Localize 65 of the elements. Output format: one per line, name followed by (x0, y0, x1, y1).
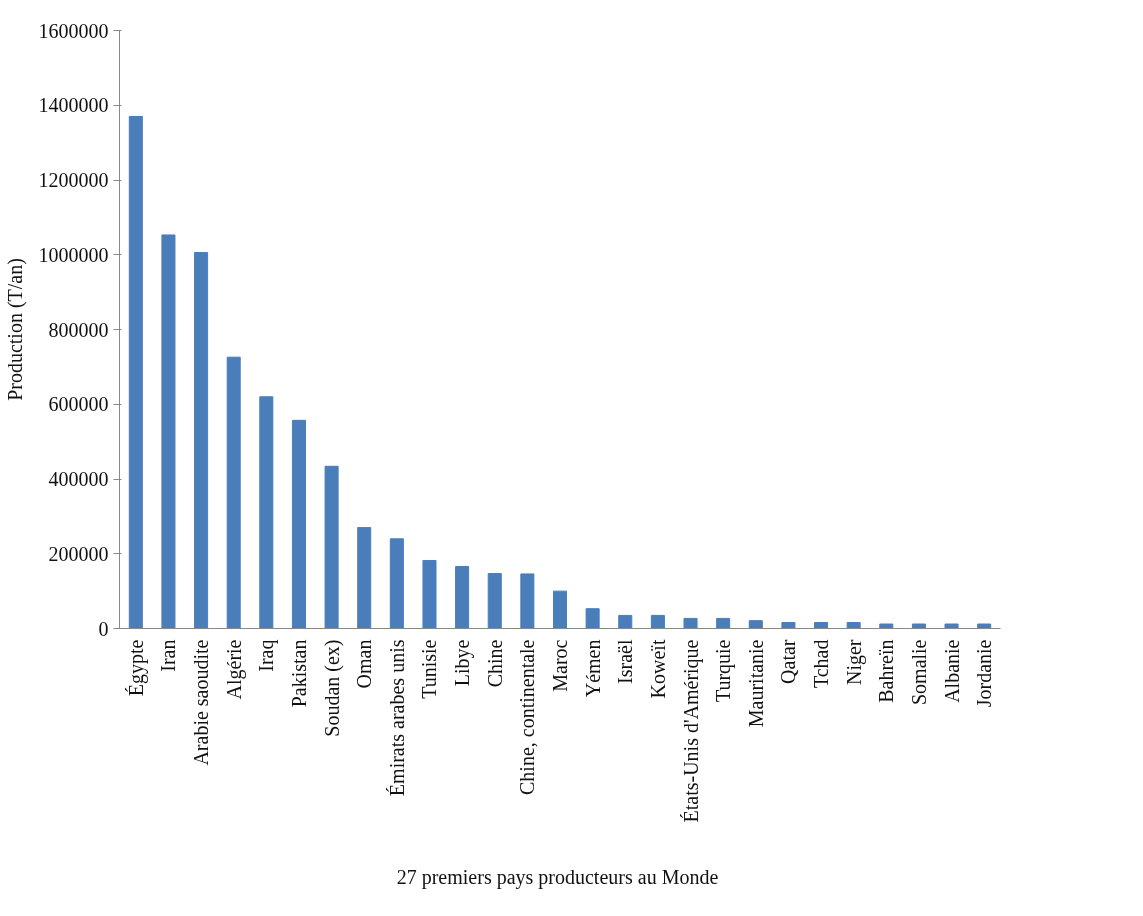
x-tick-label: Israël (614, 639, 637, 684)
x-tick-label: Soudan (ex) (320, 639, 344, 737)
x-tick-label: Mauritanie (744, 639, 767, 728)
bar (977, 623, 992, 629)
x-tick-label: Libye (451, 639, 475, 687)
bar (226, 356, 241, 629)
bar (259, 396, 274, 629)
y-tick-label: 0 (98, 617, 109, 640)
bar (879, 623, 894, 629)
y-axis-title: Production (T/an) (3, 258, 27, 401)
x-tick-label: Qatar (777, 639, 800, 684)
x-tick-label: Tunisie (418, 639, 441, 699)
x-tick-label: Maroc (549, 639, 571, 692)
x-tick-label: Somalie (907, 639, 930, 706)
x-tick-label: Iraq (255, 639, 279, 672)
x-tick-label: Niger (842, 639, 866, 686)
bar (552, 590, 568, 629)
y-tick-label: 1000000 (38, 243, 109, 266)
x-tick-label: Algérie (222, 639, 246, 700)
bar (161, 234, 176, 629)
x-tick-label: Jordanie (973, 639, 996, 708)
x-tick-label: Pakistan (287, 639, 310, 708)
x-tick-label: Oman (353, 639, 376, 689)
x-tick-label: Iran (157, 639, 180, 672)
bar (585, 608, 600, 629)
x-tick-label: Égypte (124, 639, 148, 697)
bar (291, 419, 306, 629)
y-tick-label: 1200000 (38, 169, 109, 191)
x-tick-label: Arabie saoudite (190, 639, 213, 766)
bar (389, 538, 404, 629)
bar (487, 573, 502, 629)
x-tick-label: États-Unis d'Amérique (679, 639, 703, 823)
x-tick-label: Turquie (712, 639, 736, 703)
bar (618, 614, 633, 629)
x-axis-title: 27 premiers pays producteurs au Monde (396, 865, 719, 889)
x-tick-label: Albanie (940, 639, 963, 703)
bar (357, 527, 372, 629)
bar (683, 617, 698, 629)
y-tick-label: 200000 (48, 542, 109, 565)
bar (520, 573, 535, 629)
x-tick-label: Chine, continentale (516, 639, 539, 796)
x-tick-label: Chine (483, 639, 506, 688)
y-tick-label: 1400000 (38, 94, 109, 117)
bar (846, 622, 861, 629)
x-tick-label: Bahreïn (875, 639, 898, 703)
y-tick-label: 600000 (48, 393, 109, 416)
y-tick-label: 800000 (48, 318, 109, 341)
bar (194, 252, 209, 629)
bar (128, 115, 143, 629)
x-tick-label: Tchad (810, 639, 833, 689)
bar (324, 465, 339, 629)
bar (814, 622, 829, 629)
x-tick-label: Koweït (646, 639, 669, 699)
bar (911, 623, 926, 629)
bar (422, 559, 437, 629)
y-tick-label: 1600000 (38, 19, 109, 42)
bar (748, 620, 763, 629)
x-tick-label: Yémen (581, 639, 604, 698)
bar (716, 617, 731, 629)
y-tick-label: 400000 (48, 468, 109, 490)
bar (781, 622, 796, 629)
bar (944, 623, 959, 629)
bar (455, 565, 470, 629)
x-tick-label: Émirats arabes unis (385, 639, 408, 797)
bar (650, 614, 665, 629)
